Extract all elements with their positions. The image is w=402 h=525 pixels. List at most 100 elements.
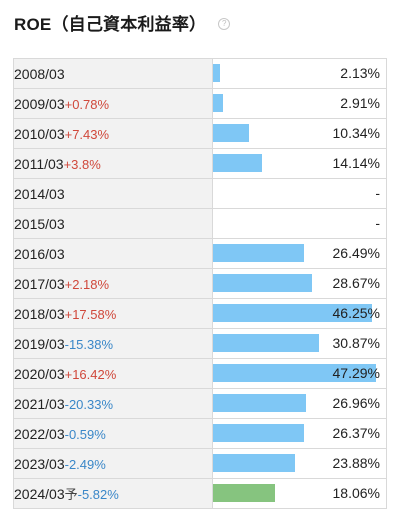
roe-value-cell: 2.13%	[212, 58, 387, 89]
change-delta: -15.38%	[64, 336, 114, 352]
table-row: 2008/03 2.13%	[13, 58, 387, 89]
roe-value: 14.14%	[332, 155, 380, 171]
forecast-marker: 予	[64, 487, 78, 502]
roe-value: 47.29%	[332, 365, 380, 381]
roe-value-cell: 2.91%	[212, 88, 387, 119]
fiscal-year-label: 2024/03	[14, 486, 65, 502]
page-title: ROE（自己資本利益率）	[14, 14, 207, 34]
roe-bar	[213, 454, 295, 472]
roe-value: 2.91%	[340, 95, 380, 111]
roe-table: 2008/03 2.13% 2009/03+0.78% 2.91% 2010/03+7.…	[13, 58, 387, 509]
year-cell: 2008/03	[13, 58, 213, 89]
roe-bar	[213, 394, 306, 412]
roe-bar	[213, 94, 223, 112]
change-delta: +16.42%	[64, 366, 117, 382]
fiscal-year-label: 2022/03	[14, 425, 65, 442]
table-row: 2009/03+0.78% 2.91%	[13, 88, 387, 119]
roe-value: 18.06%	[332, 485, 380, 501]
roe-value: 28.67%	[332, 275, 380, 291]
change-delta: +7.43%	[64, 126, 110, 142]
change-delta: +3.8%	[63, 156, 101, 172]
fiscal-year-label: 2016/03	[14, 245, 65, 262]
roe-value-cell: 23.88%	[212, 448, 387, 479]
roe-bar	[213, 244, 304, 262]
year-cell: 2023/03-2.49%	[13, 448, 213, 479]
change-delta: -20.33%	[64, 396, 114, 412]
year-cell: 2015/03	[13, 208, 213, 239]
roe-value: 30.87%	[332, 335, 380, 351]
roe-value: 23.88%	[332, 455, 380, 471]
roe-value: 26.49%	[332, 245, 380, 261]
roe-bar	[213, 364, 376, 382]
table-row: 2023/03-2.49% 23.88%	[13, 448, 387, 479]
table-row: 2011/03+3.8% 14.14%	[13, 148, 387, 179]
roe-value-cell: -	[212, 208, 387, 239]
roe-value-cell: 26.37%	[212, 418, 387, 449]
year-cell: 2019/03-15.38%	[13, 328, 213, 359]
roe-value: -	[375, 215, 380, 231]
change-delta: +17.58%	[64, 306, 117, 322]
year-cell: 2011/03+3.8%	[13, 148, 213, 179]
roe-value-cell: 14.14%	[212, 148, 387, 179]
table-row: 2017/03+2.18% 28.67%	[13, 268, 387, 299]
year-cell: 2016/03	[13, 238, 213, 269]
roe-value: -	[375, 185, 380, 201]
year-cell: 2021/03-20.33%	[13, 388, 213, 419]
fiscal-year-label: 2020/03	[14, 365, 65, 382]
year-cell: 2024/03予-5.82%	[13, 478, 213, 509]
roe-bar	[213, 334, 319, 352]
roe-bar	[213, 124, 249, 142]
table-row: 2022/03-0.59% 26.37%	[13, 418, 387, 449]
table-row: 2018/03+17.58% 46.25%	[13, 298, 387, 329]
table-row: 2019/03-15.38% 30.87%	[13, 328, 387, 359]
year-cell: 2018/03+17.58%	[13, 298, 213, 329]
roe-bar	[213, 484, 275, 502]
table-row: 2015/03 -	[13, 208, 387, 239]
roe-value: 10.34%	[332, 125, 380, 141]
roe-value: 26.37%	[332, 425, 380, 441]
year-cell: 2014/03	[13, 178, 213, 209]
change-delta: -2.49%	[64, 456, 106, 472]
roe-value: 26.96%	[332, 395, 380, 411]
roe-bar	[213, 64, 220, 82]
roe-value: 2.13%	[340, 65, 380, 81]
table-row: 2024/03予-5.82% 18.06%	[13, 478, 387, 509]
table-row: 2014/03 -	[13, 178, 387, 209]
roe-value: 46.25%	[332, 305, 380, 321]
table-row: 2021/03-20.33% 26.96%	[13, 388, 387, 419]
roe-bar	[213, 154, 262, 172]
roe-value-cell: 47.29%	[212, 358, 387, 389]
fiscal-year-label: 2009/03	[14, 95, 65, 112]
roe-value-cell: 28.67%	[212, 268, 387, 299]
roe-value-cell: 18.06%	[212, 478, 387, 509]
roe-value-cell: -	[212, 178, 387, 209]
roe-value-cell: 30.87%	[212, 328, 387, 359]
change-delta: +2.18%	[64, 276, 110, 292]
year-cell: 2020/03+16.42%	[13, 358, 213, 389]
fiscal-year-label: 2019/03	[14, 335, 65, 352]
year-cell: 2010/03+7.43%	[13, 118, 213, 149]
help-circle-icon[interactable]: ?	[218, 17, 231, 30]
roe-value-cell: 26.96%	[212, 388, 387, 419]
table-row: 2020/03+16.42% 47.29%	[13, 358, 387, 389]
change-delta: -0.59%	[64, 426, 106, 442]
fiscal-year-label: 2015/03	[14, 215, 65, 232]
fiscal-year-label: 2010/03	[14, 125, 65, 142]
change-delta: +0.78%	[64, 96, 110, 112]
year-cell: 2017/03+2.18%	[13, 268, 213, 299]
roe-table-body: 2008/03 2.13% 2009/03+0.78% 2.91% 2010/03+7.…	[13, 58, 387, 509]
table-row: 2016/03 26.49%	[13, 238, 387, 269]
roe-value-cell: 26.49%	[212, 238, 387, 269]
fiscal-year-label: 2008/03	[14, 65, 65, 82]
year-cell: 2022/03-0.59%	[13, 418, 213, 449]
fiscal-year-label: 2017/03	[14, 275, 65, 292]
roe-bar	[213, 424, 304, 442]
roe-value-cell: 46.25%	[212, 298, 387, 329]
fiscal-year-label: 2014/03	[14, 185, 65, 202]
fiscal-year-label: 2021/03	[14, 395, 65, 412]
change-delta: -5.82%	[77, 487, 119, 502]
roe-value-cell: 10.34%	[212, 118, 387, 149]
title-row: ROE（自己資本利益率） ?	[14, 8, 231, 36]
fiscal-year-label: 2023/03	[14, 455, 65, 472]
table-row: 2010/03+7.43% 10.34%	[13, 118, 387, 149]
